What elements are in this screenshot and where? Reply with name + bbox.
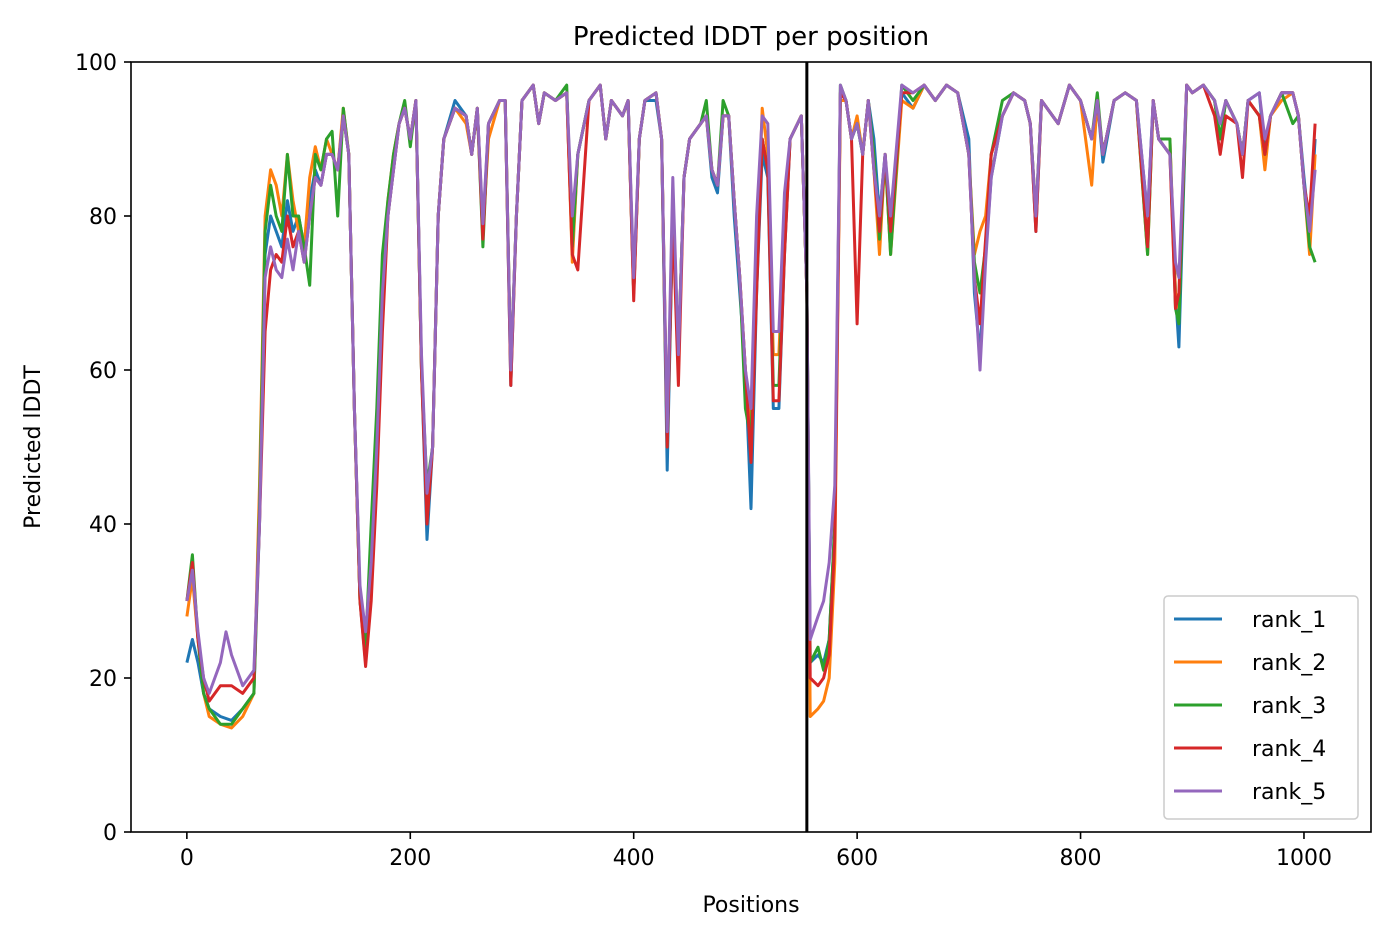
- x-axis-label: Positions: [702, 893, 799, 918]
- y-tick-label: 80: [89, 205, 117, 230]
- series-line-rank-5: [185, 83, 1317, 695]
- x-tick-label: 200: [389, 846, 431, 871]
- x-tick-label: 0: [180, 846, 194, 871]
- y-tick-label: 0: [103, 821, 117, 846]
- y-axis-ticks: 0 20 40 60 80 100: [75, 51, 131, 846]
- y-axis-label: Predicted lDDT: [21, 365, 46, 529]
- x-tick-label: 400: [613, 846, 655, 871]
- x-tick-label: 800: [1060, 846, 1102, 871]
- x-tick-label: 600: [836, 846, 878, 871]
- x-tick-label: 1000: [1276, 846, 1332, 871]
- legend: rank_1 rank_2 rank_3 rank_4 rank_5: [1163, 595, 1359, 820]
- chart-title: Predicted lDDT per position: [573, 22, 929, 52]
- y-tick-label: 40: [89, 513, 117, 538]
- legend-entry: rank_2: [1252, 651, 1326, 676]
- series-lines: [185, 83, 1317, 730]
- x-axis-ticks: 0 200 400 600 800 1000: [180, 832, 1332, 871]
- y-tick-label: 100: [75, 51, 117, 76]
- legend-entry: rank_3: [1252, 694, 1326, 719]
- y-tick-label: 20: [89, 667, 117, 692]
- legend-entry: rank_4: [1252, 737, 1326, 762]
- y-tick-label: 60: [89, 359, 117, 384]
- legend-box: [1163, 595, 1359, 820]
- legend-entry: rank_5: [1252, 780, 1326, 805]
- plot-frame: [130, 61, 1372, 833]
- legend-entry: rank_1: [1252, 608, 1326, 633]
